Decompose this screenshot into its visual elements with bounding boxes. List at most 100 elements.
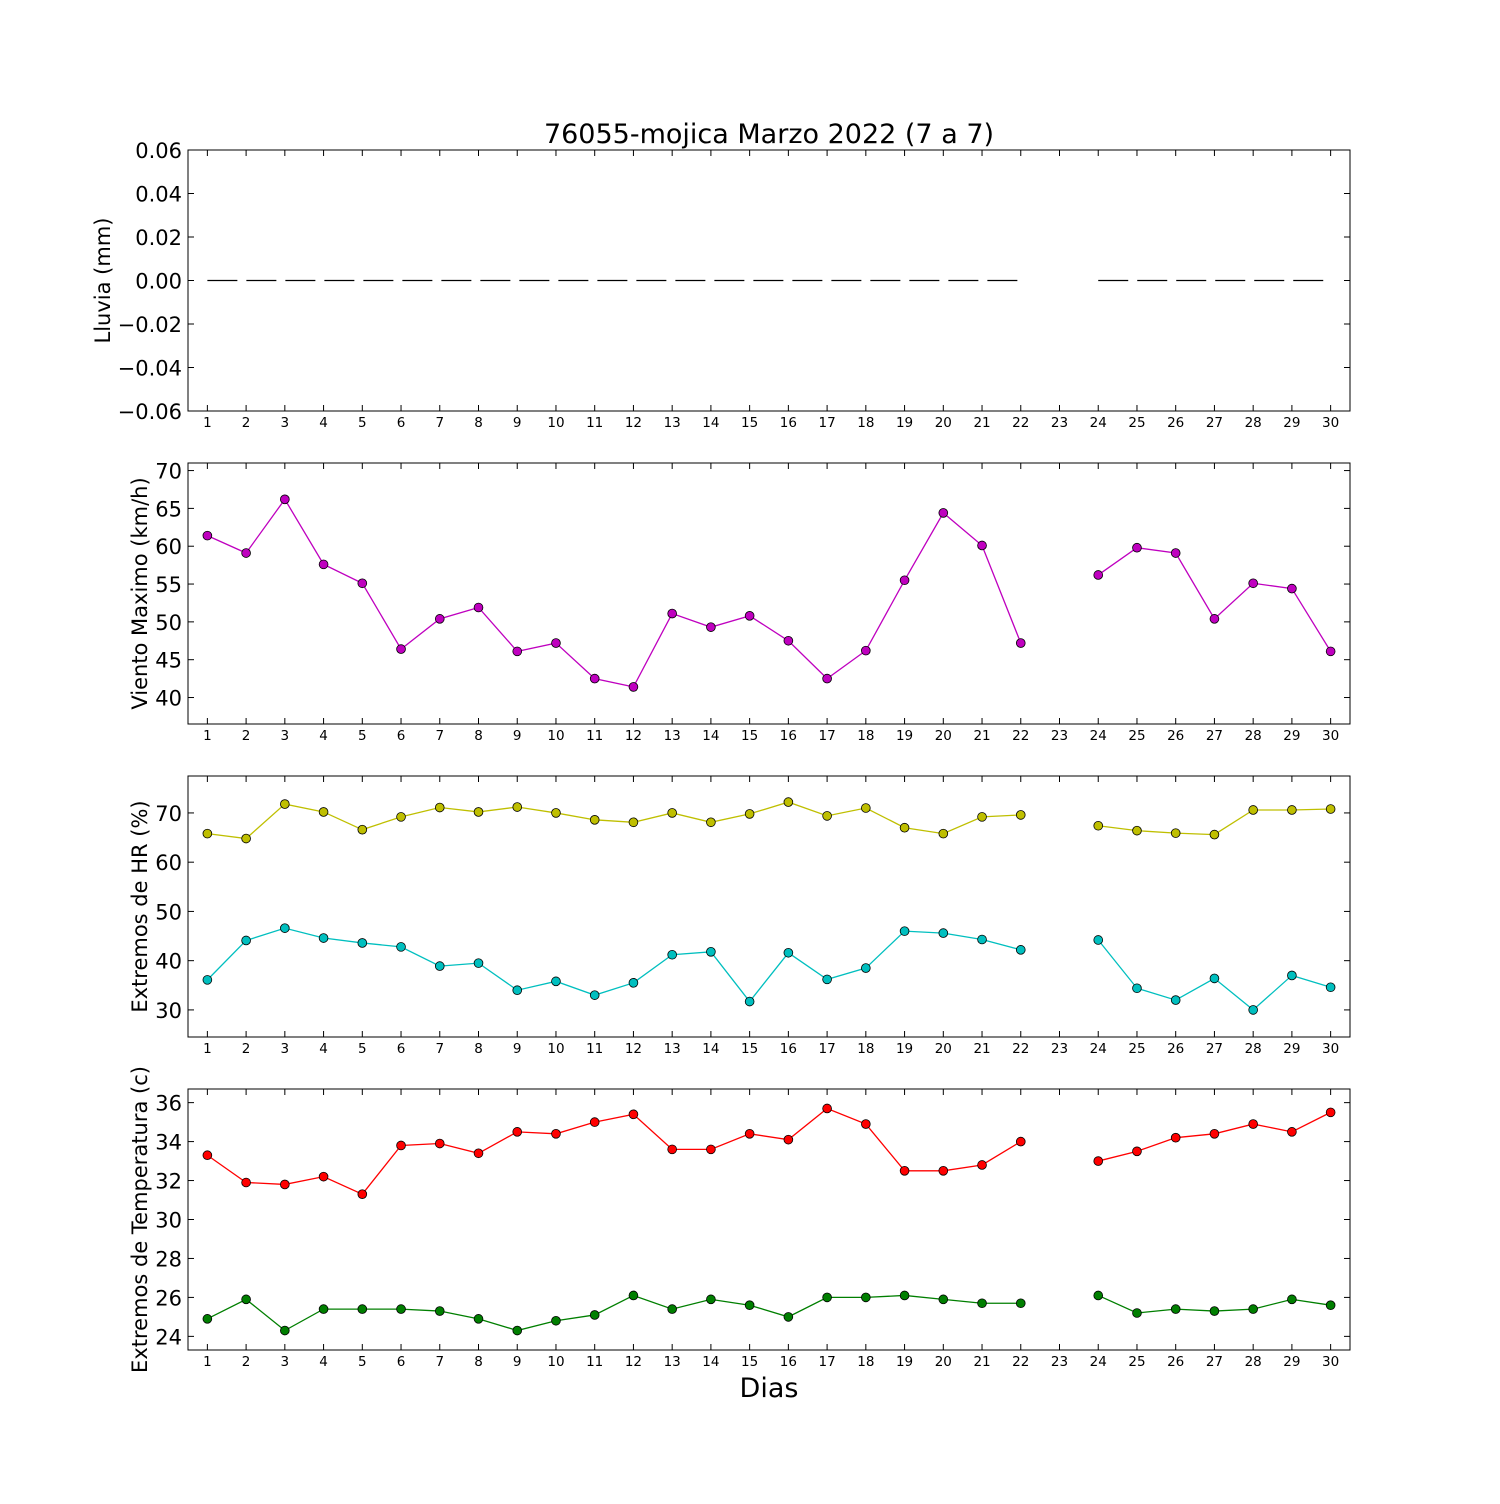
data-point <box>318 933 329 943</box>
y-tick-label: 60 <box>155 851 182 875</box>
x-tick-label: 4 <box>319 415 328 431</box>
data-point <box>861 963 871 973</box>
data-point <box>589 1310 600 1320</box>
data-point <box>1093 935 1104 945</box>
x-tick-label: 2 <box>242 415 251 431</box>
data-point <box>667 949 677 960</box>
x-tick-label: 8 <box>474 1354 483 1370</box>
x-tick-label: 23 <box>1051 1041 1068 1057</box>
x-tick-label: 21 <box>973 728 990 744</box>
data-point <box>977 934 987 945</box>
series-2 <box>202 1290 1336 1336</box>
x-tick-label: 28 <box>1245 1354 1262 1370</box>
data-point <box>473 1314 484 1324</box>
x-tick-label: 18 <box>857 728 874 744</box>
y-tick-label: 70 <box>155 460 182 484</box>
data-point <box>357 1304 368 1314</box>
data-point <box>1015 810 1026 820</box>
data-point <box>977 540 987 551</box>
x-tick-label: 2 <box>242 1041 251 1057</box>
x-tick-label: 16 <box>780 1041 797 1057</box>
data-point <box>861 645 871 656</box>
x-tick-label: 28 <box>1245 1041 1262 1057</box>
data-point <box>899 575 910 586</box>
x-tick-label: 15 <box>741 1041 758 1057</box>
x-tick-label: 30 <box>1322 728 1339 744</box>
data-point <box>473 807 484 817</box>
x-tick-label: 13 <box>664 415 681 431</box>
x-tick-label: 7 <box>435 1041 444 1057</box>
data-point <box>1093 1156 1104 1166</box>
data-point <box>1170 548 1181 558</box>
x-tick-label: 21 <box>973 415 990 431</box>
data-point <box>899 1166 910 1176</box>
panel-1: −0.06−0.04−0.020.000.020.040.061 2 3 4 5 6 7 8 9… <box>91 139 1351 431</box>
x-tick-label: 29 <box>1283 1354 1300 1370</box>
x-tick-label: 17 <box>819 1354 836 1370</box>
x-tick-label: 15 <box>741 1354 758 1370</box>
y-tick-label: 36 <box>155 1092 182 1116</box>
x-tick-label: 5 <box>358 415 367 431</box>
data-point <box>280 923 290 933</box>
data-point <box>434 802 445 813</box>
series-line <box>206 927 1021 1003</box>
x-tick-label: 14 <box>702 1354 719 1370</box>
x-tick-label: 12 <box>625 1041 642 1057</box>
data-point <box>1093 570 1104 580</box>
y-tick-label: 0.02 <box>135 226 182 250</box>
y-tick-label: 26 <box>155 1286 182 1310</box>
plot-frame <box>187 775 1351 1038</box>
x-tick-label: 1 <box>203 415 212 431</box>
data-point <box>1287 970 1297 981</box>
series-1 <box>202 797 1336 844</box>
y-tick-label: 40 <box>155 687 182 711</box>
series-line <box>1097 547 1332 652</box>
x-tick-label: 23 <box>1051 415 1068 431</box>
data-point <box>783 635 794 646</box>
series-line <box>207 1294 1021 1332</box>
data-point <box>1209 614 1220 624</box>
x-tick-label: 29 <box>1283 728 1300 744</box>
data-point <box>1015 638 1026 648</box>
y-tick-label: 65 <box>155 497 182 521</box>
x-tick-label: 10 <box>547 1354 564 1370</box>
data-point <box>706 1144 716 1155</box>
x-tick-label: 10 <box>547 1041 564 1057</box>
x-tick-label: 27 <box>1206 1041 1223 1057</box>
data-point <box>706 1294 716 1305</box>
x-tick-label: 17 <box>819 728 836 744</box>
x-tick-label: 1 <box>203 1354 212 1370</box>
x-tick-label: 13 <box>664 728 681 744</box>
data-point <box>280 1325 290 1336</box>
data-point <box>1209 1128 1220 1139</box>
x-tick-label: 19 <box>896 415 913 431</box>
x-tick-label: 24 <box>1090 415 1107 431</box>
x-tick-label: 20 <box>935 728 952 744</box>
data-point <box>861 803 871 813</box>
data-point <box>1170 1304 1181 1314</box>
data-point <box>1287 583 1297 594</box>
x-tick-label: 4 <box>319 1354 328 1370</box>
y-axis-label: Extremos de HR (%) <box>128 800 152 1012</box>
data-point <box>744 996 755 1007</box>
data-point <box>202 1314 213 1324</box>
x-tick-label: 11 <box>586 728 603 744</box>
data-point <box>1287 805 1297 815</box>
data-point <box>1132 1146 1142 1157</box>
x-tick-label: 26 <box>1167 1354 1184 1370</box>
data-point <box>551 1315 561 1326</box>
y-axis-label: Extremos de Temperatura (c) <box>128 1066 152 1373</box>
data-point <box>899 1290 910 1301</box>
data-point <box>1248 578 1258 589</box>
x-tick-label: 6 <box>397 1354 406 1370</box>
x-tick-label: 26 <box>1167 728 1184 744</box>
data-point <box>706 947 716 957</box>
x-tick-label: 20 <box>935 415 952 431</box>
data-point <box>357 938 368 948</box>
data-point <box>1132 1308 1142 1318</box>
data-point <box>744 809 755 819</box>
series-1 <box>202 494 1336 692</box>
x-tick-label: 5 <box>358 1041 367 1057</box>
y-tick-label: 60 <box>155 535 182 559</box>
